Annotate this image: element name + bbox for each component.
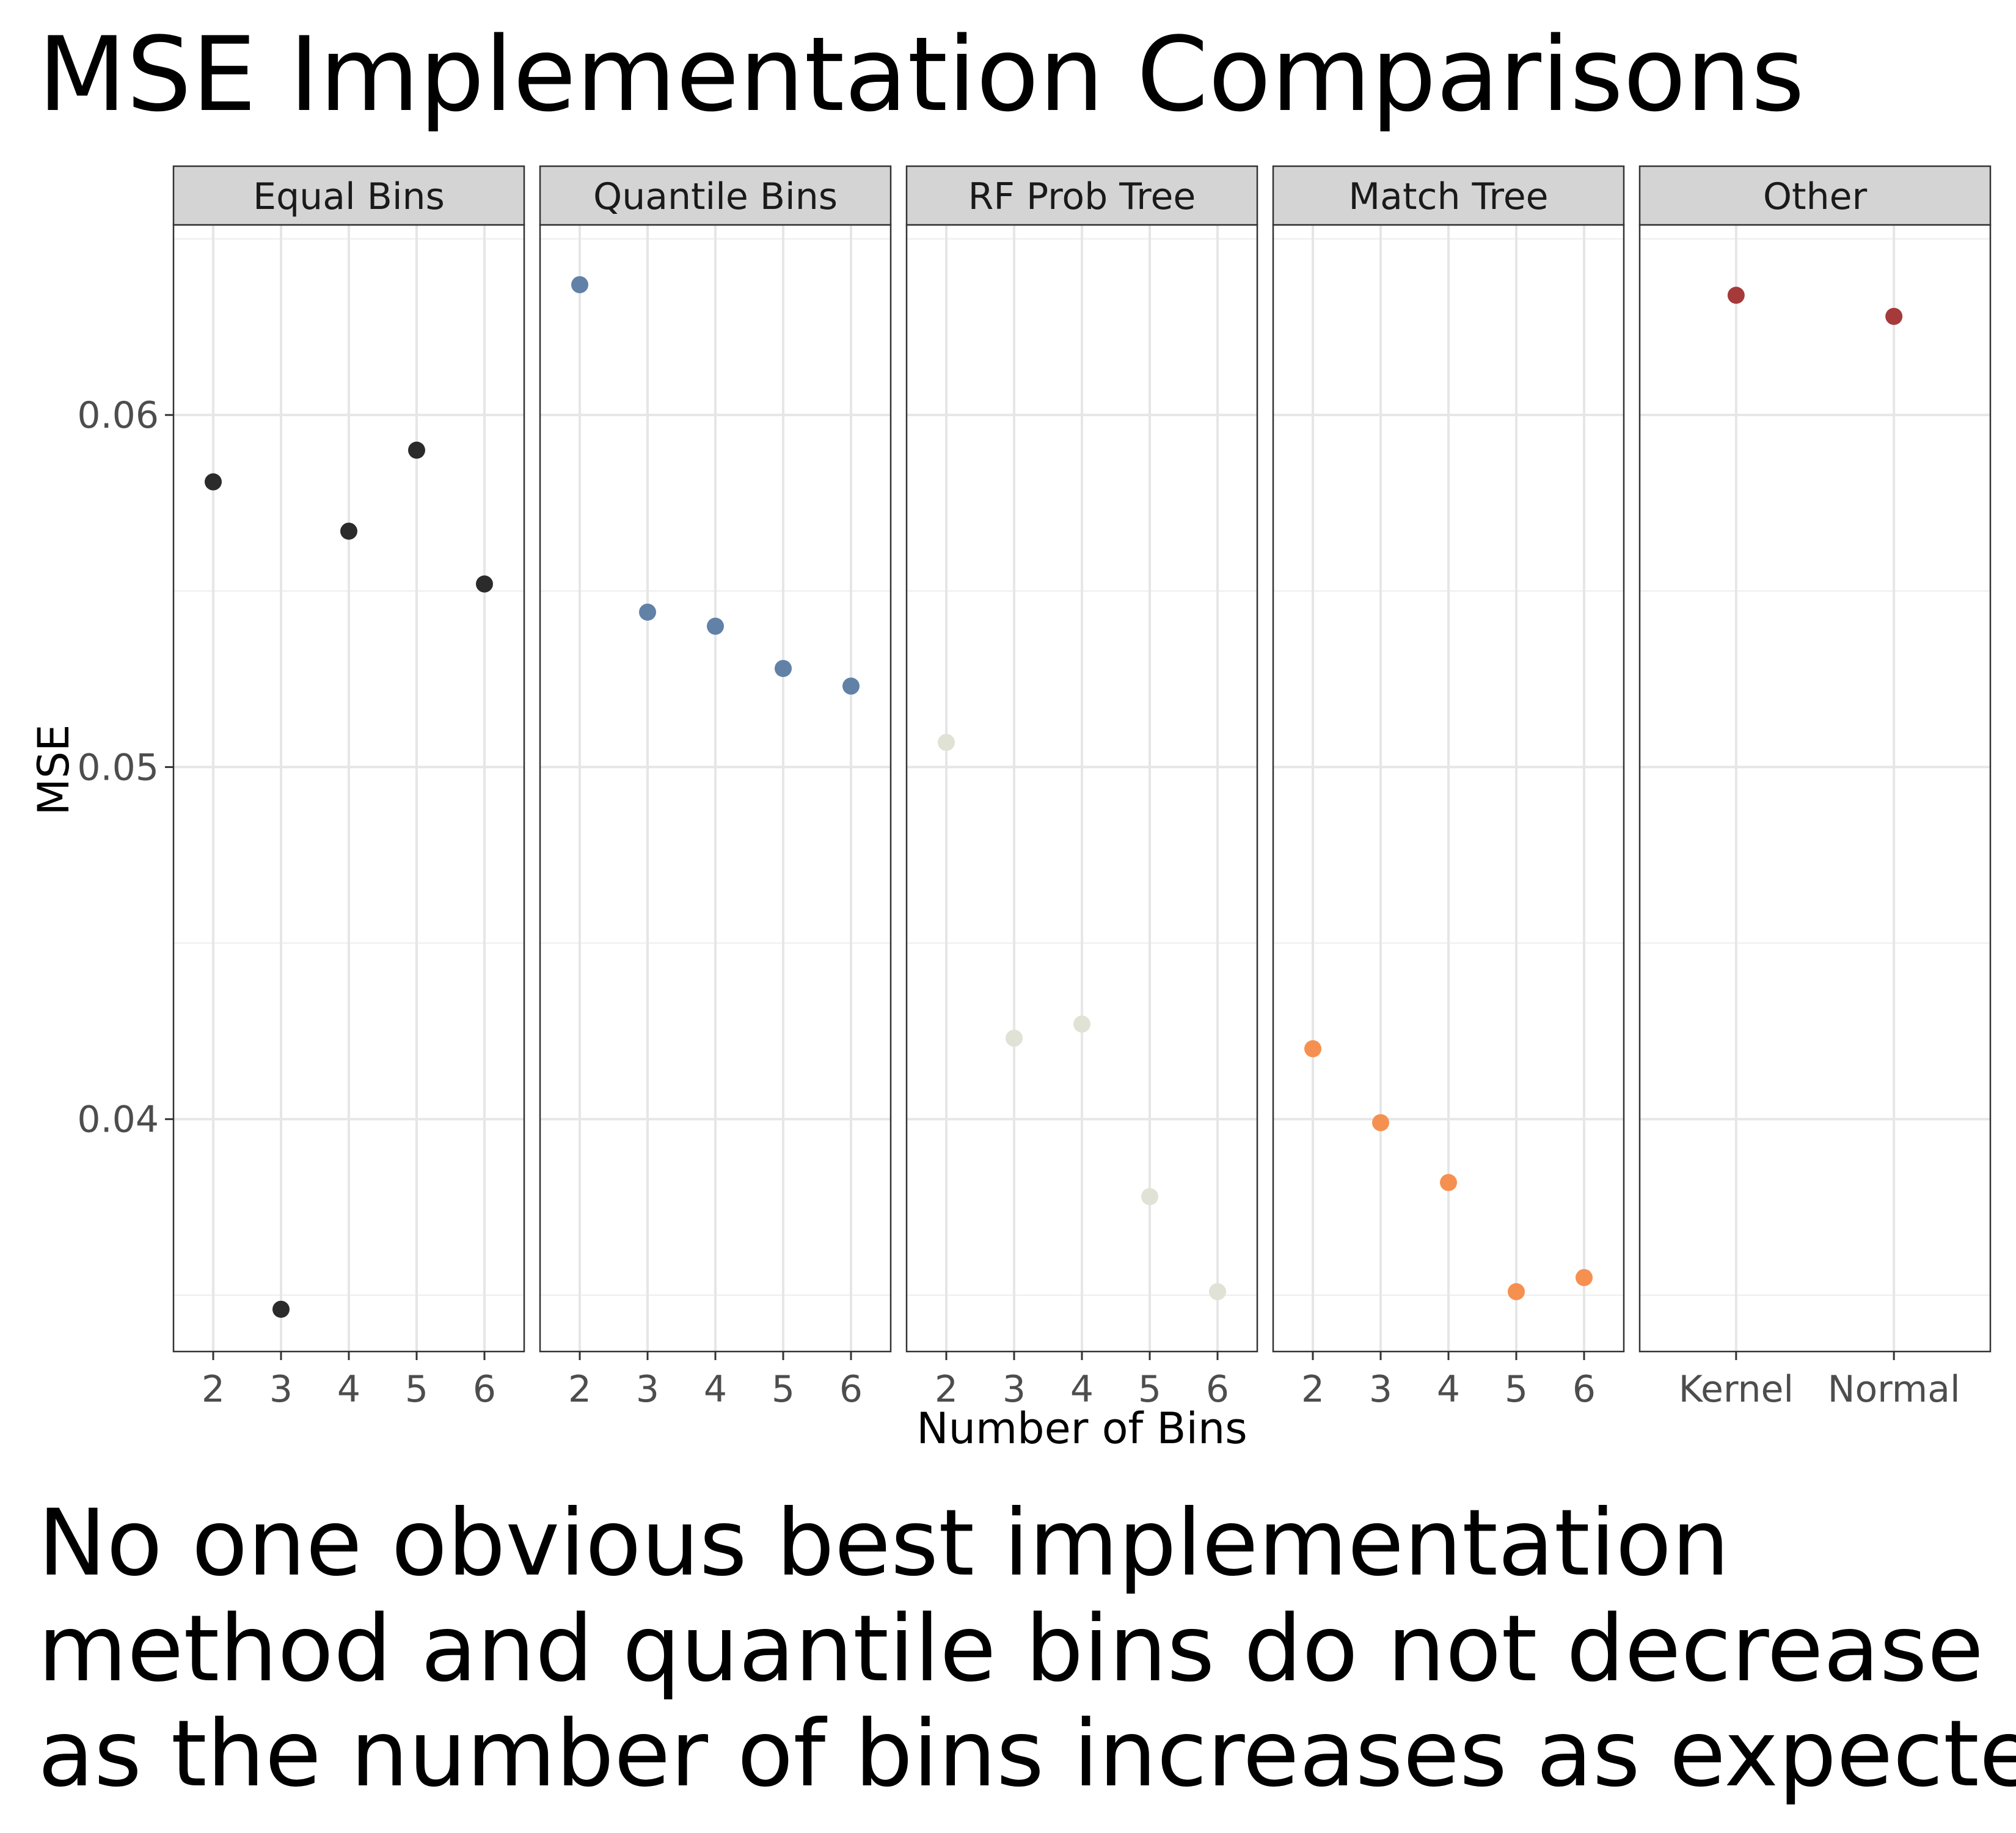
data-point (571, 276, 588, 293)
facet-strip (1272, 165, 1625, 226)
data-point (639, 603, 656, 621)
panel-2: RF Prob Tree 2 3 4 5 6 (905, 165, 1258, 1411)
caption-line-1: No one obvious best implementation (38, 1490, 1730, 1597)
data-point (1885, 307, 1903, 325)
x-tick-label: 5 (1505, 1368, 1528, 1411)
data-point (938, 734, 955, 752)
facet-strip (1638, 165, 1992, 226)
x-tick-label: 4 (337, 1368, 360, 1411)
y-tick-label: 0.06 (77, 394, 159, 437)
x-tick-label: 3 (269, 1368, 293, 1411)
facet-strip-label: Quantile Bins (593, 175, 838, 218)
x-tick-label: 3 (1369, 1368, 1392, 1411)
panel-background (1640, 225, 1990, 1352)
data-point (1073, 1015, 1090, 1033)
data-point (842, 677, 860, 695)
x-tick-label: 4 (704, 1368, 727, 1411)
facet-strip-label: Equal Bins (253, 175, 445, 218)
data-point (340, 522, 357, 540)
facet-strip-label: Other (1763, 175, 1868, 218)
caption-line-3: as the number of bins increases as expec… (38, 1701, 2016, 1807)
data-point (1727, 287, 1745, 304)
panel-0: Equal Bins 2 3 4 5 6 (172, 165, 525, 1411)
x-tick-label: 4 (1070, 1368, 1094, 1411)
facet-strip (539, 165, 892, 226)
facet-strip-label: RF Prob Tree (968, 175, 1196, 218)
x-tick-label: 2 (568, 1368, 591, 1411)
data-point (1440, 1174, 1457, 1191)
x-tick-label: 2 (1301, 1368, 1324, 1411)
data-point (1141, 1188, 1158, 1206)
page-title: MSE Implementation Comparisons (38, 15, 1805, 134)
y-axis: 0.04 0.05 0.06 (77, 394, 173, 1141)
facet-strip (905, 165, 1258, 226)
data-point (1508, 1283, 1525, 1301)
facet-strip (172, 165, 525, 226)
x-tick-label: 2 (935, 1368, 958, 1411)
facet-strip-label: Match Tree (1348, 175, 1548, 218)
panel-1: Quantile Bins 2 3 4 5 6 (539, 165, 892, 1411)
x-tick-label: 2 (202, 1368, 225, 1411)
data-point (1006, 1030, 1023, 1047)
data-point (1209, 1283, 1226, 1301)
y-axis-title: MSE (29, 724, 79, 815)
data-point (205, 473, 222, 491)
x-tick-label: 5 (1138, 1368, 1161, 1411)
x-tick-label: 3 (636, 1368, 659, 1411)
x-tick-label: 5 (772, 1368, 795, 1411)
x-tick-label: 4 (1437, 1368, 1460, 1411)
data-point (1304, 1040, 1321, 1058)
data-point (476, 575, 493, 593)
x-axis-title: Number of Bins (916, 1403, 1247, 1454)
x-tick-label: 5 (405, 1368, 428, 1411)
x-tick-label: Normal (1828, 1368, 1960, 1411)
data-point (707, 617, 724, 635)
data-point (272, 1300, 290, 1318)
data-point (775, 660, 792, 678)
x-tick-label: 6 (473, 1368, 496, 1411)
caption-line-2: method and quantile bins do not decrease (38, 1595, 1984, 1702)
x-tick-label: 6 (839, 1368, 863, 1411)
y-tick-label: 0.05 (77, 746, 159, 789)
data-point (1576, 1268, 1593, 1286)
panel-4: Other Kernel Normal (1638, 165, 1992, 1411)
x-tick-label: 6 (1572, 1368, 1596, 1411)
caption: No one obvious best implementation metho… (38, 1490, 2016, 1807)
x-tick-label: Kernel (1679, 1368, 1794, 1411)
x-tick-label: 3 (1003, 1368, 1026, 1411)
data-point (1372, 1114, 1389, 1132)
y-tick-label: 0.04 (77, 1099, 159, 1141)
x-tick-label: 6 (1206, 1368, 1229, 1411)
data-point (408, 441, 425, 459)
panel-3: Match Tree 2 3 4 5 6 (1272, 165, 1625, 1411)
